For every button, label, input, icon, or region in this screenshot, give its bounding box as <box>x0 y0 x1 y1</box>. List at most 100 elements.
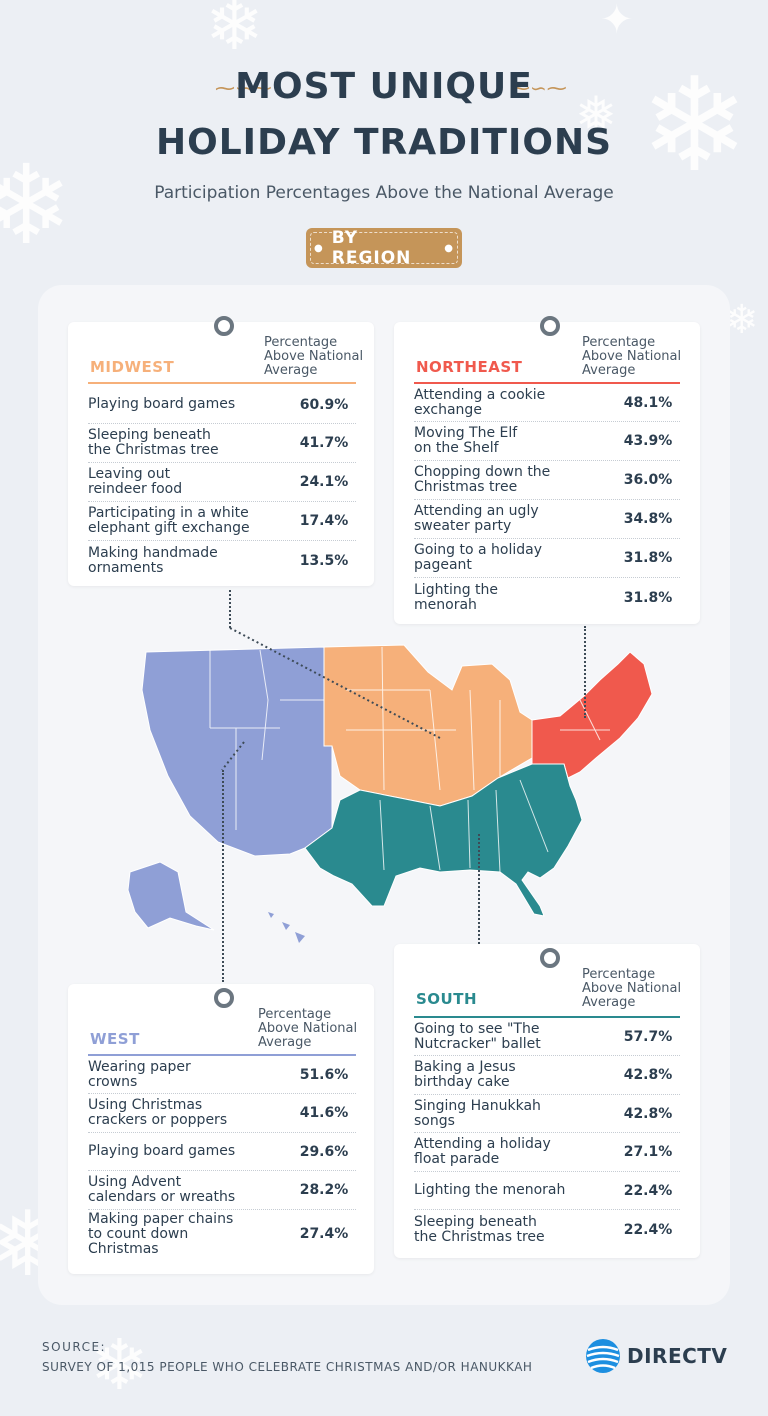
midwest-row-value: 41.7% <box>299 435 349 451</box>
northeast-row-value: 31.8% <box>623 589 673 606</box>
pin-icon <box>214 988 234 1008</box>
region-badge: ● BY REGION ● <box>306 228 462 268</box>
west-table-row: Playing board games 29.6% <box>88 1133 356 1171</box>
south-row-value: 42.8% <box>623 1067 673 1083</box>
west-row-value: 28.2% <box>299 1182 349 1198</box>
snowflake-icon: ❄ <box>725 297 759 343</box>
south-table-row: Lighting the menorah 22.4% <box>414 1172 680 1210</box>
badge-dot-icon: ● <box>444 242 454 254</box>
south-row-value: 22.4% <box>623 1222 673 1238</box>
south-row-label: Lighting the menorah <box>414 1182 566 1198</box>
pin-icon <box>540 948 560 968</box>
south-table-row: Baking a Jesus birthday cake 42.8% <box>414 1056 680 1095</box>
northeast-table-row: Lighting the menorah 31.8% <box>414 578 680 617</box>
west-row-value: 29.6% <box>299 1143 349 1160</box>
midwest-column-header: Percentage Above National Average <box>264 335 364 378</box>
northeast-row-value: 34.8% <box>623 511 673 527</box>
swirl-ornament-icon: ⁓∽⁓ <box>510 76 567 100</box>
south-table-row: Sleeping beneath the Christmas tree 22.4% <box>414 1210 680 1250</box>
northeast-card: NORTHEAST Percentage Above National Aver… <box>394 316 700 624</box>
northeast-row-label: Going to a holiday pageant <box>414 542 543 573</box>
west-table-row: Using Christmas crackers or poppers 41.6% <box>88 1094 356 1133</box>
midwest-card: MIDWEST Percentage Above National Averag… <box>68 316 374 586</box>
midwest-row-value: 24.1% <box>299 474 349 490</box>
northeast-column-header: Percentage Above National Average <box>582 335 682 378</box>
subtitle: Participation Percentages Above the Nati… <box>154 183 614 203</box>
snowflake-icon: ❄ <box>0 141 73 269</box>
northeast-header-rule <box>414 382 680 384</box>
northeast-table-row: Chopping down the Christmas tree 36.0% <box>414 461 680 500</box>
west-row-value: 27.4% <box>299 1226 349 1242</box>
midwest-row-value: 13.5% <box>299 552 349 569</box>
northeast-row-label: Lighting the menorah <box>414 581 499 613</box>
brand-name: DIRECTV <box>627 1344 728 1368</box>
northeast-row-value: 36.0% <box>623 472 673 488</box>
snowflake-icon: ❄ <box>640 49 749 201</box>
snowflake-icon: ❄ <box>205 0 264 66</box>
badge-border <box>310 232 458 264</box>
south-region-label: SOUTH <box>416 990 478 1008</box>
south-row-label: Going to see "The Nutcracker" ballet <box>414 1020 541 1052</box>
directv-logo: DIRECTV <box>585 1338 727 1374</box>
west-column-header: Percentage Above National Average <box>258 1007 358 1050</box>
west-row-label: Playing board games <box>88 1143 236 1159</box>
midwest-row-value: 17.4% <box>299 513 349 529</box>
south-row-label: Attending a holiday float parade <box>414 1136 551 1167</box>
northeast-row-label: Moving The Elf on the Shelf <box>414 425 518 456</box>
west-row-value: 41.6% <box>299 1105 349 1121</box>
west-row-label: Using Advent calendars or wreaths <box>88 1174 236 1205</box>
northeast-table-row: Moving The Elf on the Shelf 43.9% <box>414 422 680 461</box>
south-column-header: Percentage Above National Average <box>582 967 682 1010</box>
star-icon: ✦ <box>600 0 634 43</box>
west-table-row: Making paper chains to count down Christ… <box>88 1210 356 1258</box>
midwest-row-label: Leaving out reindeer food <box>88 466 183 497</box>
midwest-region-label: MIDWEST <box>90 358 175 376</box>
northeast-row-label: Attending a cookie exchange <box>414 386 546 418</box>
leader-line-south <box>478 834 480 944</box>
northeast-rows: Attending a cookie exchange 48.1% Moving T… <box>414 384 680 617</box>
midwest-row-label: Making handmade ornaments <box>88 544 218 576</box>
south-row-label: Singing Hanukkah songs <box>414 1097 541 1129</box>
midwest-table-row: Making handmade ornaments 13.5% <box>88 541 356 580</box>
globe-logo-icon <box>586 1339 620 1373</box>
west-table-row: Using Advent calendars or wreaths 28.2% <box>88 1171 356 1210</box>
south-row-value: 57.7% <box>623 1028 673 1045</box>
west-row-label: Making paper chains to count down Christ… <box>88 1210 234 1257</box>
west-header-rule <box>88 1054 356 1056</box>
pin-icon <box>540 316 560 336</box>
midwest-rows: Playing board games 60.9% Sleeping beneath… <box>88 386 356 580</box>
northeast-row-label: Attending an ugly sweater party <box>414 503 539 534</box>
south-table-row: Attending a holiday float parade 27.1% <box>414 1133 680 1172</box>
midwest-table-row: Leaving out reindeer food 24.1% <box>88 463 356 502</box>
midwest-row-label: Playing board games <box>88 396 236 412</box>
midwest-header-rule <box>88 382 356 384</box>
south-header-rule <box>414 1016 680 1018</box>
south-row-label: Sleeping beneath the Christmas tree <box>414 1214 545 1245</box>
midwest-table-row: Playing board games 60.9% <box>88 386 356 424</box>
source-text: SURVEY OF 1,015 PEOPLE WHO CELEBRATE CHR… <box>42 1360 533 1374</box>
midwest-table-row: Participating in a white elephant gift e… <box>88 502 356 541</box>
south-table-row: Singing Hanukkah songs 42.8% <box>414 1095 680 1133</box>
south-rows: Going to see "The Nutcracker" ballet 57.7… <box>414 1018 680 1250</box>
northeast-table-row: Attending a cookie exchange 48.1% <box>414 384 680 422</box>
south-row-value: 42.8% <box>623 1105 673 1122</box>
leader-line-west <box>222 770 224 982</box>
snowflake-icon: ❅ <box>575 86 617 144</box>
swirl-ornament-icon: ⁓∽⁓ <box>215 76 272 100</box>
south-row-label: Baking a Jesus birthday cake <box>414 1059 516 1090</box>
title-line2: HOLIDAY TRADITIONS <box>156 122 612 163</box>
west-table-row: Wearing paper crowns 51.6% <box>88 1056 356 1094</box>
northeast-row-value: 43.9% <box>623 433 673 449</box>
west-rows: Wearing paper crowns 51.6% Using Christmas… <box>88 1056 356 1258</box>
title-line1: MOST UNIQUE <box>235 66 533 107</box>
west-card: WEST Percentage Above National Average W… <box>68 984 374 1274</box>
west-row-label: Wearing paper crowns <box>88 1058 191 1090</box>
midwest-row-label: Sleeping beneath the Christmas tree <box>88 427 219 458</box>
west-region-label: WEST <box>90 1030 140 1048</box>
northeast-table-row: Attending an ugly sweater party 34.8% <box>414 500 680 539</box>
leader-line-northeast <box>584 626 586 718</box>
northeast-region-label: NORTHEAST <box>416 358 523 376</box>
south-row-value: 22.4% <box>623 1182 673 1199</box>
midwest-row-label: Participating in a white elephant gift e… <box>88 505 250 536</box>
pin-icon <box>214 316 234 336</box>
